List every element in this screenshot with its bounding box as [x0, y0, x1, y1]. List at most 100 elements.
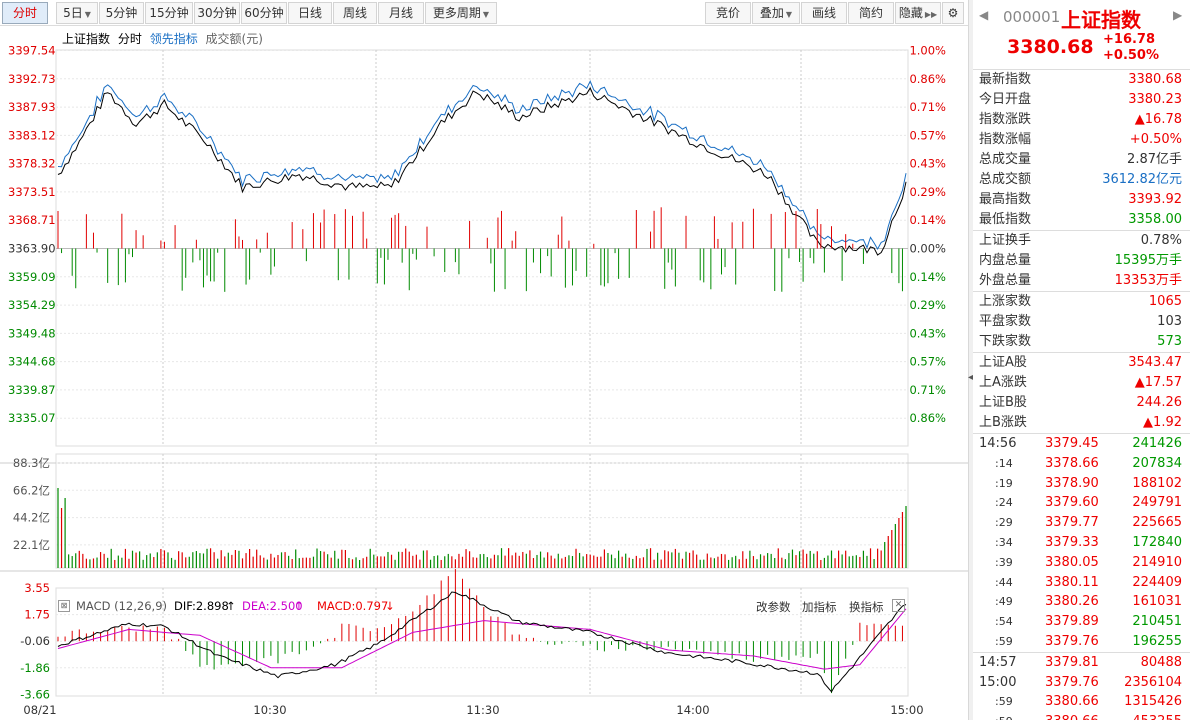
period-tab-15min[interactable]: 15分钟	[145, 2, 193, 24]
pct-axis-label: 1.00%	[909, 44, 946, 58]
tick-row[interactable]: :29 3379.77 225665	[973, 513, 1190, 533]
stat-label: 上证A股	[979, 355, 1027, 370]
stat-label: 上A涨跌	[979, 375, 1027, 390]
stat-row: 外盘总量 13353万手	[973, 271, 1190, 291]
overlay-label: 叠加	[759, 6, 784, 20]
hide-button[interactable]: 隐藏 ▶▶	[895, 2, 941, 24]
tick-time: :44	[995, 575, 1013, 589]
price-axis-label: 3373.51	[8, 185, 56, 199]
tick-volume: 188102	[1132, 475, 1182, 491]
tick-row[interactable]: :14 3378.66 207834	[973, 454, 1190, 474]
period-tab-60min[interactable]: 60分钟	[241, 2, 287, 24]
stat-value: 573	[1157, 334, 1182, 349]
intraday-chart[interactable]: 3397.54 1.00% 3392.73 0.86% 3387.93 0.71% 3383…	[0, 26, 968, 720]
stat-label: 指数涨幅	[979, 132, 1032, 147]
settings-button[interactable]: ⚙	[942, 2, 964, 24]
close-icon[interactable]: ✕	[892, 599, 905, 612]
tick-volume: 224409	[1132, 574, 1182, 590]
stat-value: 103	[1157, 314, 1182, 329]
stat-row: 上证B股 244.26	[973, 393, 1190, 413]
simple-mode-button[interactable]: 简约	[848, 2, 894, 24]
stat-row: 上证A股 3543.47	[973, 353, 1190, 373]
tick-time: 15:00	[979, 674, 1017, 690]
tick-time: :39	[995, 555, 1013, 569]
price-axis-label: 3383.12	[8, 128, 56, 142]
pct-axis-label: 0.29%	[909, 298, 946, 312]
period-tab-5day[interactable]: 5日 ▼	[56, 2, 98, 24]
price-change-pct: +0.50%	[1103, 48, 1159, 63]
stat-label: 上证B股	[979, 395, 1027, 410]
quote-header: ◀ 000001 上证指数 ▶ 3380.68 +16.78 +0.50%	[973, 0, 1190, 70]
tick-list[interactable]: 14:56 3379.45 241426:14 3378.66 207834:19 337…	[973, 434, 1190, 653]
breadth-stats: 上涨家数 1065 平盘家数 103 下跌家数 573	[973, 292, 1190, 353]
quote-panel: ◀ 000001 上证指数 ▶ 3380.68 +16.78 +0.50% 最新…	[973, 0, 1190, 720]
macd-axis-label: -3.66	[20, 687, 50, 701]
next-stock-arrow-icon[interactable]: ▶	[1173, 8, 1183, 22]
tick-row[interactable]: 14:56 3379.45 241426	[973, 434, 1190, 454]
dropdown-arrow-icon: ▼	[482, 10, 490, 19]
tick-row[interactable]: :19 3378.90 188102	[973, 474, 1190, 494]
stat-value: 3612.82亿元	[1102, 172, 1182, 187]
period-tab-intraday[interactable]: 分时	[2, 2, 48, 24]
stat-row: 最新指数 3380.68	[973, 70, 1190, 90]
period-tab-month[interactable]: 月线	[378, 2, 424, 24]
panel-splitter[interactable]: ◀	[968, 0, 976, 720]
stat-row: 上A涨跌 ▲17.57	[973, 373, 1190, 393]
tick-volume: 80488	[1140, 654, 1182, 670]
stat-label: 下跌家数	[979, 334, 1032, 349]
stat-label: 总成交额	[979, 172, 1032, 187]
tick-price: 3380.05	[1045, 554, 1099, 570]
stat-label: 平盘家数	[979, 314, 1032, 329]
macd-title[interactable]: MACD (12,26,9)	[76, 599, 167, 613]
collapse-arrow-icon[interactable]: ◀	[968, 372, 976, 383]
time-axis-label: 11:30	[466, 703, 499, 717]
price-axis-label: 3339.87	[8, 383, 56, 397]
tick-volume: 1315426	[1124, 694, 1182, 710]
tick-time: 14:57	[979, 654, 1017, 670]
price-axis-label: 3387.93	[8, 100, 56, 114]
legend-lead-indicator[interactable]: 领先指标	[149, 32, 198, 46]
tick-row[interactable]: :59 3380.66 453255	[973, 712, 1190, 720]
stat-row: 指数涨跌 ▲16.78	[973, 110, 1190, 130]
draw-line-button[interactable]: 画线	[801, 2, 847, 24]
add-indicator-button[interactable]: 加指标	[802, 600, 837, 614]
stat-label: 外盘总量	[979, 273, 1032, 288]
overlay-dropdown[interactable]: 叠加 ▼	[752, 2, 800, 24]
tick-price: 3380.66	[1045, 694, 1099, 710]
period-more-dropdown[interactable]: 更多周期 ▼	[425, 2, 497, 24]
tick-row[interactable]: :49 3380.26 161031	[973, 592, 1190, 612]
switch-indicator-button[interactable]: 换指标	[849, 600, 884, 614]
chart-area[interactable]: 3397.54 1.00% 3392.73 0.86% 3387.93 0.71% 3383…	[0, 26, 968, 720]
price-axis-label: 3368.71	[8, 213, 56, 227]
stat-label: 上涨家数	[979, 294, 1032, 309]
prev-stock-arrow-icon[interactable]: ◀	[979, 8, 989, 22]
tick-row[interactable]: :59 3379.76 196255	[973, 632, 1190, 652]
period-tab-30min[interactable]: 30分钟	[194, 2, 240, 24]
tick-list-recent[interactable]: 14:57 3379.81 80488 15:00 3379.76 2356104 :59 3…	[973, 653, 1190, 720]
price-axis-label: 3335.07	[8, 411, 56, 425]
auction-button[interactable]: 竞价	[705, 2, 751, 24]
tick-row[interactable]: :24 3379.60 249791	[973, 493, 1190, 513]
lead-indicator-line	[57, 79, 907, 251]
period-tab-week[interactable]: 周线	[333, 2, 377, 24]
dropdown-arrow-icon: ▼	[84, 10, 91, 19]
stat-row: 下跌家数 573	[973, 332, 1190, 352]
tick-volume: 207834	[1132, 455, 1182, 471]
period-tab-5min[interactable]: 5分钟	[99, 2, 144, 24]
tick-row[interactable]: :54 3379.89 210451	[973, 612, 1190, 632]
macd-dea-value: DEA:2.500	[242, 599, 303, 613]
stat-value: +0.50%	[1129, 132, 1182, 147]
tick-row[interactable]: :59 3380.66 1315426	[973, 692, 1190, 712]
change-params-button[interactable]: 改参数	[756, 600, 791, 614]
tick-row[interactable]: 15:00 3379.76 2356104	[973, 673, 1190, 693]
stat-row: 上证换手 0.78%	[973, 231, 1190, 251]
tick-row[interactable]: :39 3380.05 214910	[973, 553, 1190, 573]
tick-row[interactable]: 14:57 3379.81 80488	[973, 653, 1190, 673]
tick-row[interactable]: :44 3380.11 224409	[973, 573, 1190, 593]
pct-axis-label: 0.71%	[909, 100, 946, 114]
tick-row[interactable]: :34 3379.33 172840	[973, 533, 1190, 553]
stat-label: 最低指数	[979, 212, 1032, 227]
macd-minimize-icon[interactable]: ⊠	[58, 600, 70, 612]
period-tab-day[interactable]: 日线	[288, 2, 332, 24]
stat-row: 今日开盘 3380.23	[973, 90, 1190, 110]
